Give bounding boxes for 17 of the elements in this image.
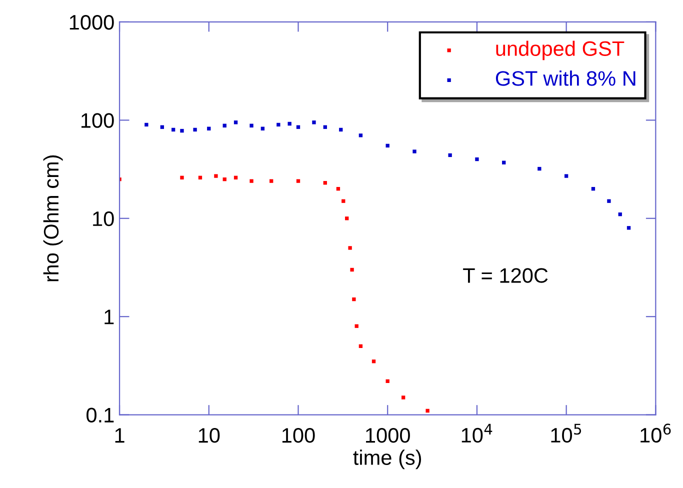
annotation: T = 120C — [463, 268, 548, 283]
x-tick-label: 1 — [115, 428, 124, 443]
y-tick-label: 1000 — [70, 14, 114, 30]
x-axis-title: time (s) — [353, 450, 422, 470]
x-tick-label: 10$^{5}$ — [551, 424, 582, 443]
x-tick-label: 1000 — [366, 428, 410, 443]
legend-label: undoped GST — [496, 40, 624, 60]
x-tick-label: 10$^{6}$ — [640, 424, 671, 443]
y-tick-label: 0.1 — [86, 408, 114, 423]
x-tick-label: 100 — [282, 428, 315, 443]
y-tick-label: 1 — [104, 310, 114, 324]
y-tick-label: 100 — [81, 113, 114, 128]
y-axis-title: rho (Ohm cm) — [43, 155, 63, 282]
x-tick-label: 10$^{4}$ — [462, 424, 492, 443]
x-tick-label: 10 — [198, 428, 220, 443]
y-tick-label: 10 — [93, 211, 114, 226]
legend-label: GST with 8% N — [496, 70, 636, 86]
